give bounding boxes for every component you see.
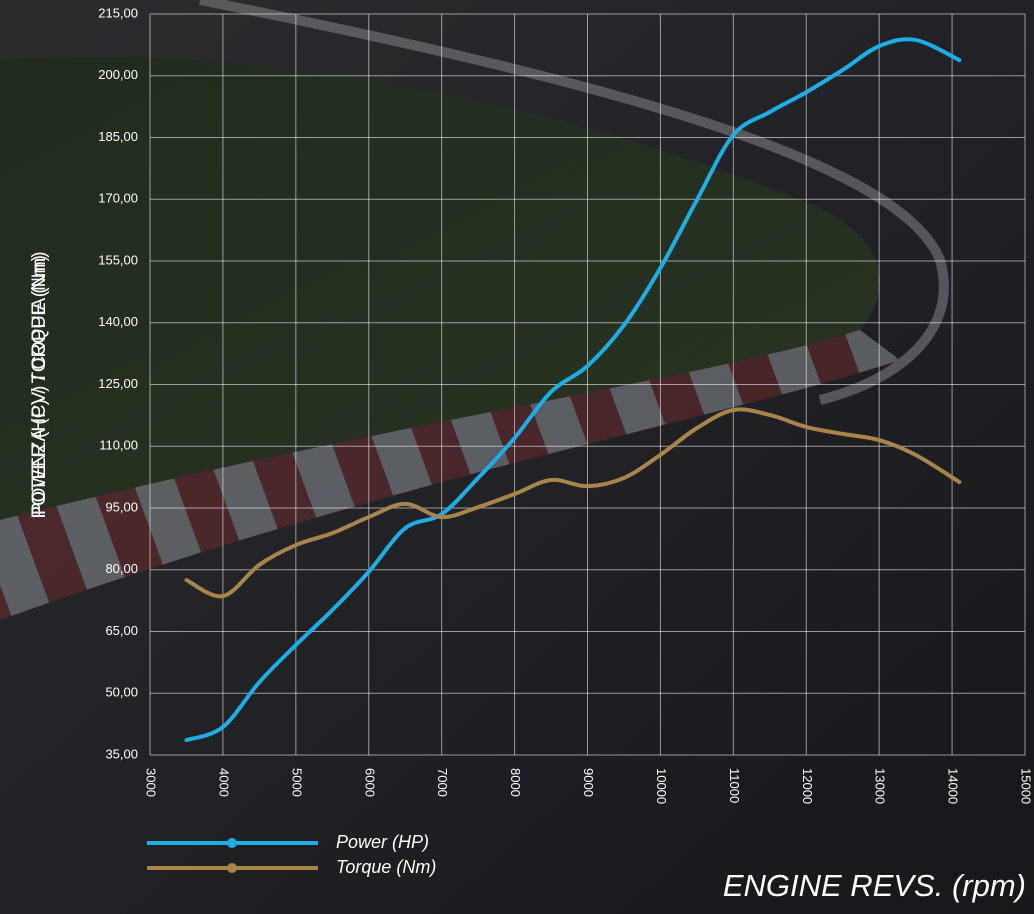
y-tick-label: 140,00 <box>98 314 138 329</box>
legend-marker <box>227 838 237 848</box>
y-tick-label: 80,00 <box>105 561 138 576</box>
y-tick-label: 170,00 <box>98 191 138 206</box>
legend-marker <box>227 863 237 873</box>
x-tick-label: 4000 <box>216 768 231 797</box>
y-tick-label: 65,00 <box>105 623 138 638</box>
legend-label: Torque (Nm) <box>336 857 436 877</box>
y-tick-label: 125,00 <box>98 376 138 391</box>
x-tick-label: 15000 <box>1019 768 1034 804</box>
y-tick-label: 95,00 <box>105 499 138 514</box>
x-tick-label: 8000 <box>508 768 523 797</box>
x-tick-label: 10000 <box>654 768 669 804</box>
y-tick-label: 185,00 <box>98 129 138 144</box>
x-tick-label: 14000 <box>946 768 961 804</box>
x-tick-label: 9000 <box>581 768 596 797</box>
chart: POTENZA (CV) / COPPIA (Nm) POWER (HP) / … <box>0 0 1034 914</box>
y-axis-title-group: POTENZA (CV) / COPPIA (Nm) POWER (HP) / … <box>29 251 50 518</box>
x-axis-title: ENGINE REVS. (rpm) <box>723 868 1026 903</box>
x-tick-label: 11000 <box>727 768 742 803</box>
y-tick-label: 200,00 <box>98 67 138 82</box>
x-tick-label: 6000 <box>362 768 377 797</box>
y-axis-title: POWER (HP) / TORQUE (Nm) <box>29 255 50 515</box>
x-tick-label: 5000 <box>289 768 304 797</box>
y-tick-label: 155,00 <box>98 252 138 267</box>
legend-label: Power (HP) <box>336 832 429 852</box>
x-tick-label: 13000 <box>873 768 888 804</box>
y-tick-label: 215,00 <box>98 5 138 20</box>
y-tick-label: 110,00 <box>99 438 138 453</box>
y-tick-label: 50,00 <box>105 685 138 700</box>
x-tick-label: 3000 <box>144 768 159 797</box>
x-tick-label: 12000 <box>800 768 815 804</box>
y-tick-label: 35,00 <box>105 746 138 761</box>
x-tick-label: 7000 <box>435 768 450 797</box>
